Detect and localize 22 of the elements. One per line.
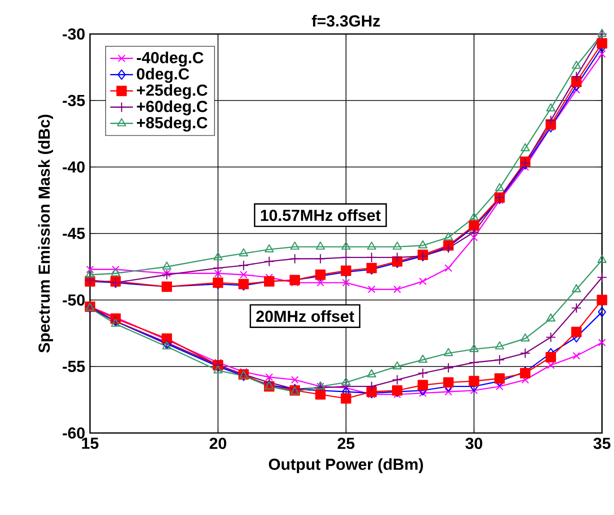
x-tick-label: 20 (210, 438, 226, 450)
legend-label: +60deg.C (136, 100, 208, 116)
annotation: 10.57MHz offset (260, 209, 381, 222)
legend-label: 0deg.C (136, 68, 190, 83)
y-tick-label: -50 (62, 294, 85, 306)
chart-title: f=3.3GHz (312, 14, 380, 27)
y-axis-title: Spectrum Emission Mask (dBc) (38, 114, 54, 353)
x-axis-title: Output Power (dBm) (268, 458, 423, 474)
y-tick-label: -55 (62, 360, 85, 372)
legend-label: -40deg.C (136, 52, 204, 67)
x-tick-label: 25 (338, 438, 354, 450)
y-tick-label: -40 (62, 161, 85, 173)
y-tick-label: -35 (62, 94, 85, 106)
x-tick-label: 35 (593, 438, 610, 450)
legend-label: +85deg.C (136, 116, 208, 132)
y-tick-label: -30 (62, 28, 85, 40)
y-tick-label: -45 (62, 228, 85, 240)
x-tick-label: 15 (82, 438, 98, 449)
y-tick-label: -60 (62, 427, 85, 439)
legend-label: +25deg.C (136, 84, 208, 100)
x-tick-label: 30 (465, 438, 482, 450)
annotation: 20MHz offset (256, 310, 354, 322)
